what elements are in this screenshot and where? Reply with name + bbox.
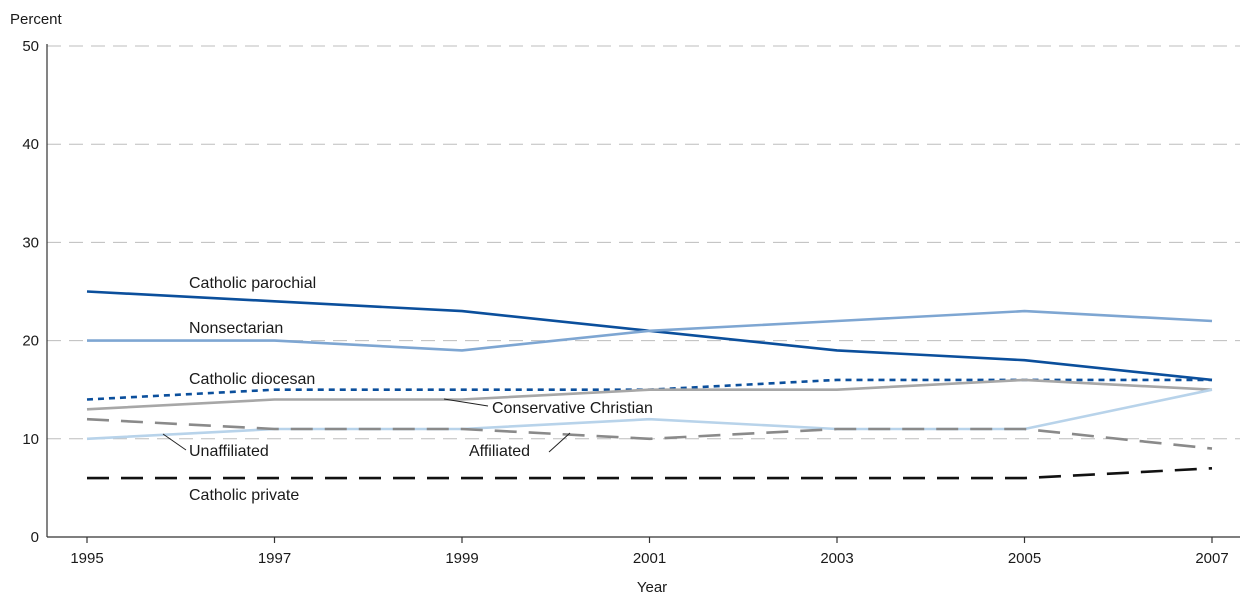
series-labels: Catholic parochial Nonsectarian Catholic d… [162,275,653,504]
series-line-nonsectarian [87,309,1213,352]
x-tick-label: 2005 [1008,550,1041,567]
leader-line-conservative-christian [443,398,489,407]
series-label-nonsectarian: Nonsectarian [189,320,283,337]
x-tick-label: 2003 [820,550,853,567]
series-line-conservative-christian [86,378,1213,411]
y-tick-label: 30 [22,234,39,251]
leader-line-unaffiliated [162,433,187,451]
series-line-catholic-private [87,467,1213,480]
series-label-unaffiliated: Unaffiliated [189,443,269,460]
y-tick-label: 20 [22,333,39,350]
x-axis-title: Year [637,579,667,596]
series-label-conservative-christian: Conservative Christian [492,400,653,417]
x-tick-label: 1995 [70,550,103,567]
leader-line-affiliated [548,432,571,453]
series-label-catholic-diocesan: Catholic diocesan [189,371,315,388]
x-tick-labels: 1995 1997 1999 2001 2003 2005 2007 [70,537,1229,567]
y-tick-labels: 0 10 20 30 40 50 [22,38,39,546]
x-tick-label: 2007 [1195,550,1228,567]
y-tick-label: 0 [31,529,39,546]
series-label-affiliated: Affiliated [469,443,530,460]
axes [46,44,1240,538]
y-tick-label: 40 [22,136,39,153]
x-tick-label: 1999 [445,550,478,567]
y-tick-label: 50 [22,38,39,55]
y-axis-title: Percent [10,11,63,28]
y-tick-label: 10 [22,431,39,448]
series-label-catholic-private: Catholic private [189,487,299,504]
series-lines [86,290,1213,480]
x-tick-label: 2001 [633,550,666,567]
series-line-affiliated [86,417,1213,450]
x-tick-label: 1997 [258,550,291,567]
series-label-catholic-parochial: Catholic parochial [189,275,316,292]
